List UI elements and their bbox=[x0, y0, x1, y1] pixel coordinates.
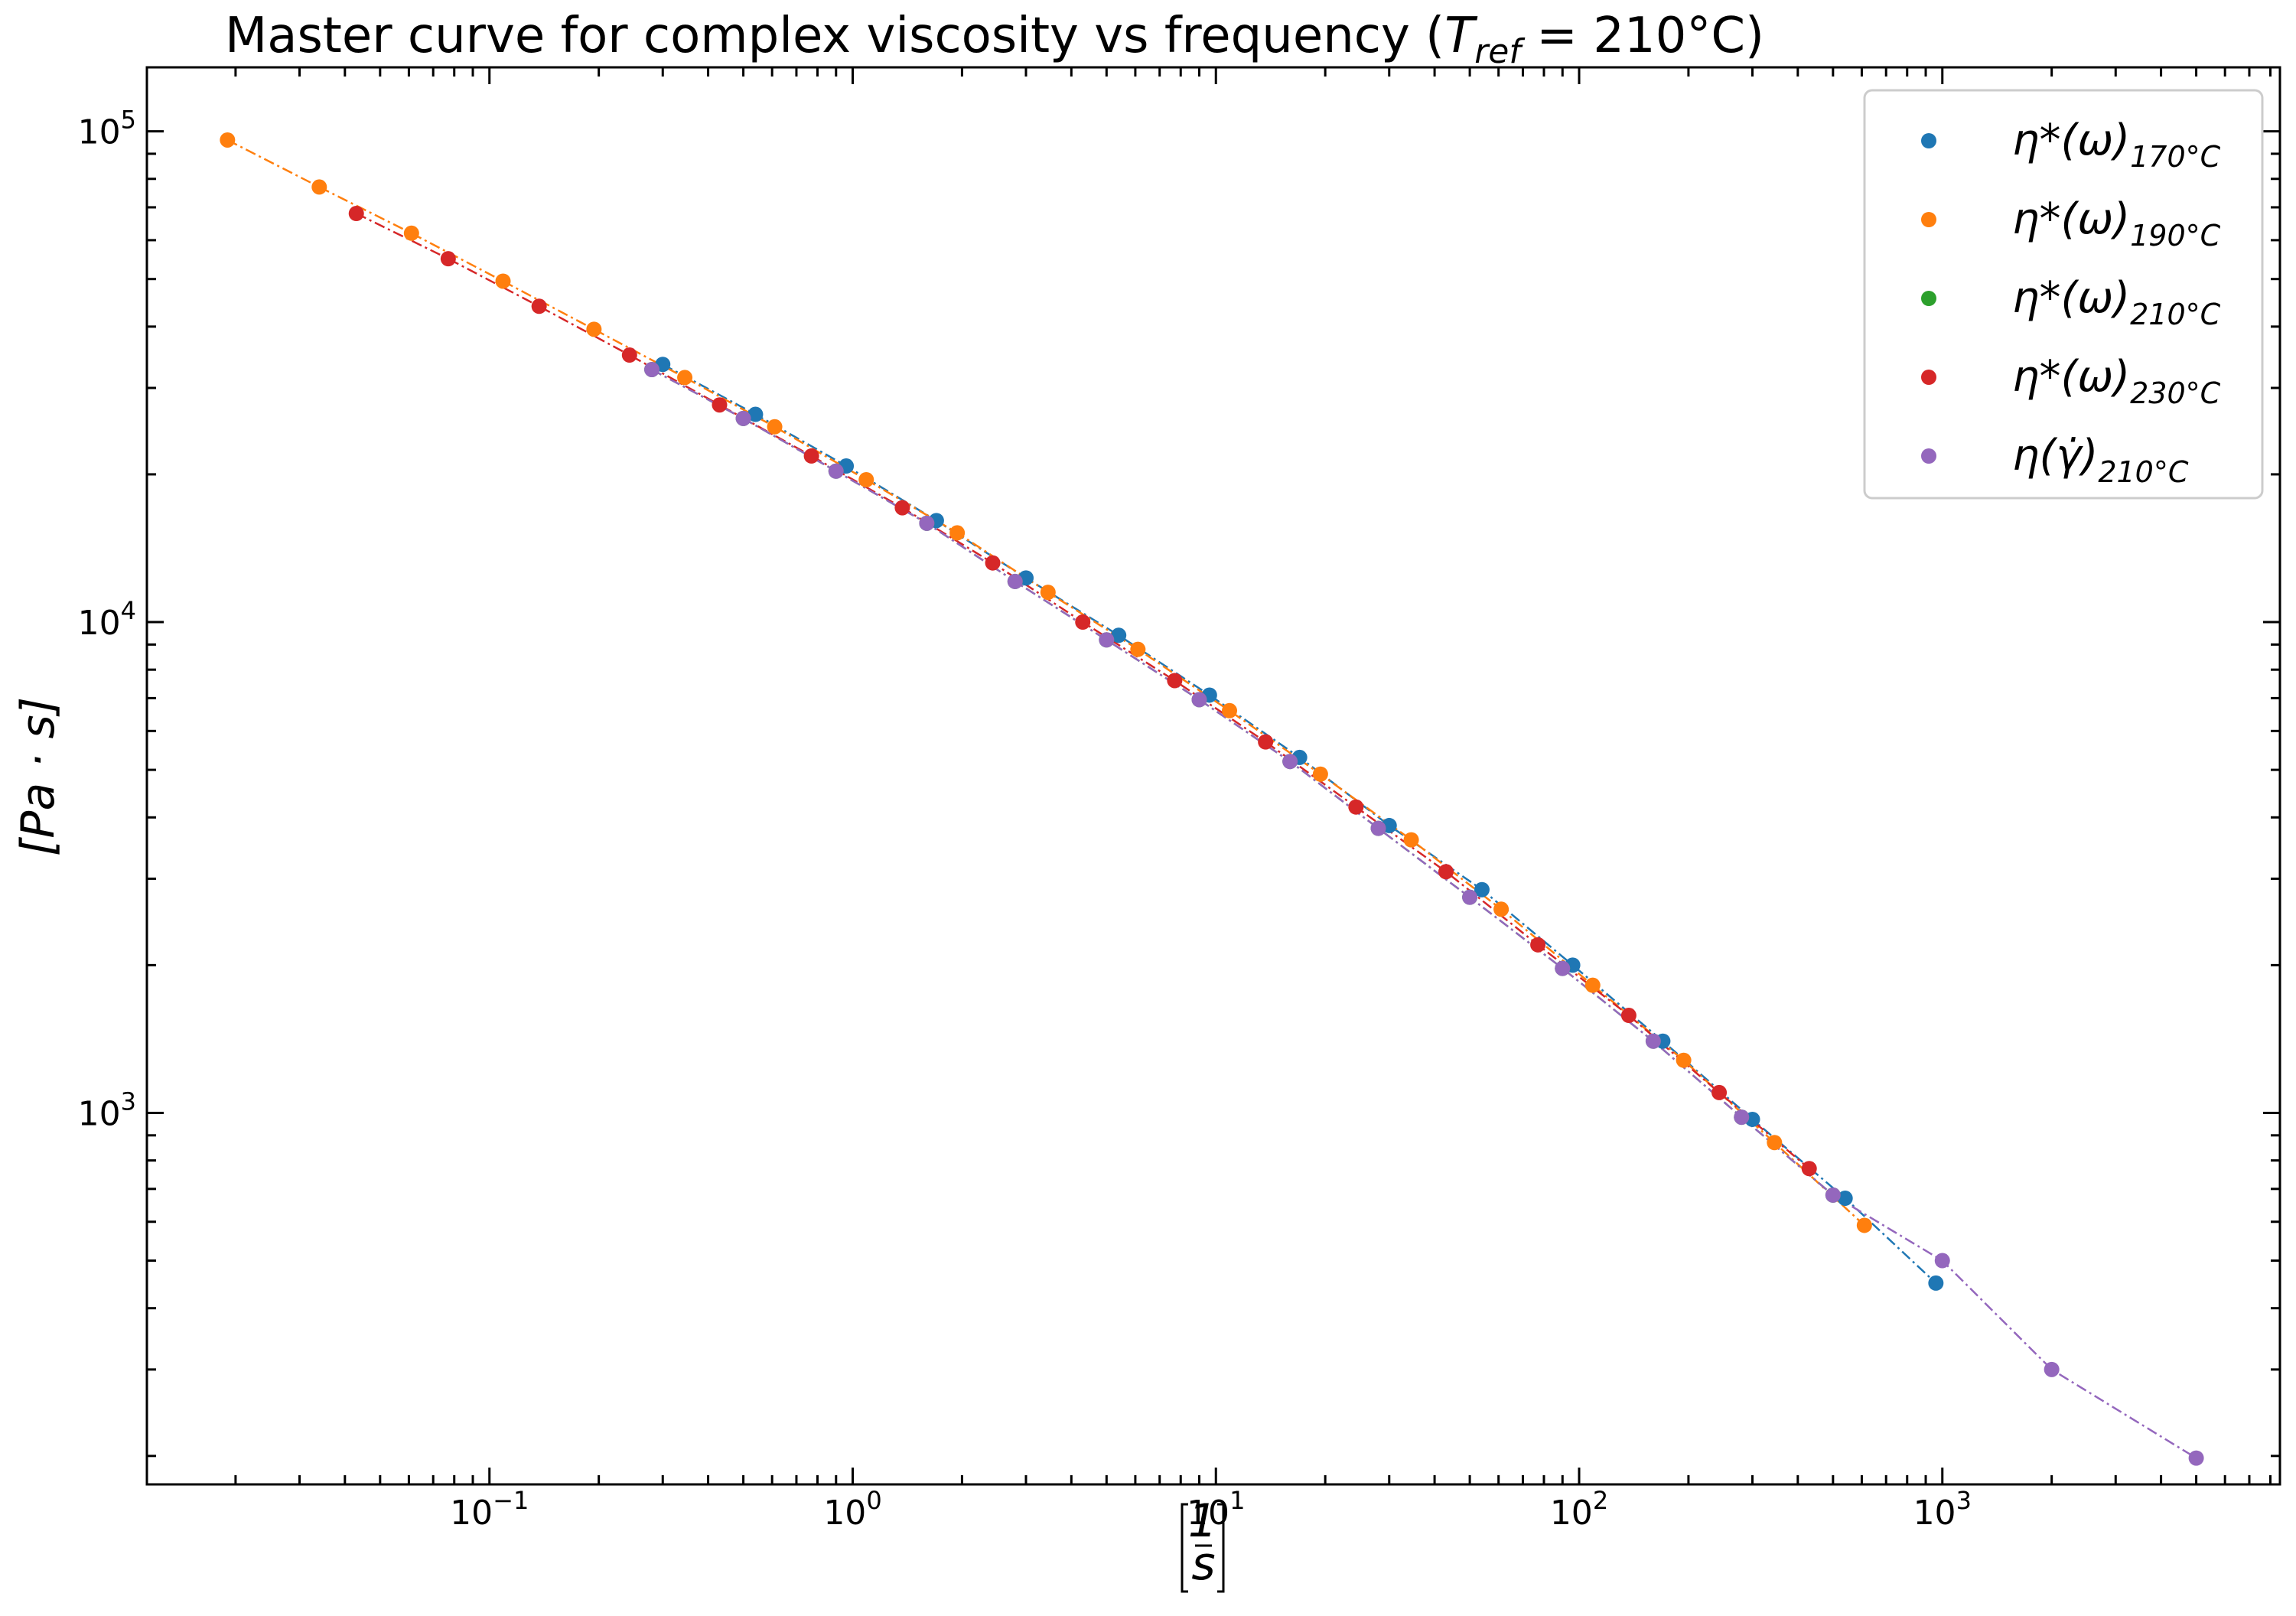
data-point-series-1 bbox=[949, 525, 966, 541]
x-tick-label: 102 bbox=[1550, 1486, 1608, 1533]
data-point-series-3 bbox=[348, 206, 364, 222]
data-point-series-4 bbox=[2044, 1361, 2060, 1377]
data-point-series-1 bbox=[403, 225, 419, 241]
data-point-series-3 bbox=[1438, 864, 1454, 880]
data-point-series-3 bbox=[1348, 799, 1364, 815]
data-point-series-3 bbox=[712, 397, 728, 413]
title-prefix: Master curve for complex viscosity vs fr… bbox=[225, 8, 1444, 64]
data-point-series-4 bbox=[1370, 820, 1386, 836]
data-point-series-1 bbox=[586, 321, 602, 337]
data-point-series-4 bbox=[1282, 754, 1298, 770]
x-tick-label: 10−1 bbox=[450, 1486, 529, 1533]
data-point-series-0 bbox=[1837, 1191, 1853, 1207]
data-point-series-4 bbox=[1191, 692, 1207, 708]
data-point-series-1 bbox=[1676, 1052, 1692, 1068]
series-points bbox=[220, 132, 2204, 1466]
chart-title: Master curve for complex viscosity vs fr… bbox=[225, 8, 1764, 71]
data-point-series-3 bbox=[1711, 1084, 1728, 1100]
y-tick-label: 105 bbox=[78, 106, 136, 152]
y-tick-label: 104 bbox=[78, 596, 136, 643]
legend-marker bbox=[1921, 133, 1936, 148]
legend-marker bbox=[1921, 370, 1936, 385]
data-point-series-3 bbox=[1075, 614, 1091, 630]
data-point-series-3 bbox=[803, 448, 819, 464]
legend-label: η*(ω)170°C bbox=[2012, 116, 2221, 174]
legend-label: η*(ω)190°C bbox=[2012, 194, 2221, 252]
data-point-series-4 bbox=[1555, 960, 1571, 976]
data-point-series-3 bbox=[894, 500, 910, 516]
data-point-series-3 bbox=[531, 298, 547, 314]
data-point-series-4 bbox=[1645, 1033, 1661, 1049]
data-point-series-1 bbox=[1767, 1135, 1783, 1151]
data-point-series-1 bbox=[311, 179, 327, 195]
svg-text:1: 1 bbox=[1188, 1494, 1217, 1548]
data-point-series-1 bbox=[1403, 832, 1419, 848]
data-point-series-4 bbox=[828, 463, 844, 479]
data-point-series-1 bbox=[1584, 977, 1601, 993]
data-point-series-1 bbox=[1493, 901, 1509, 917]
data-point-series-3 bbox=[440, 251, 456, 267]
legend-frame bbox=[1863, 89, 2264, 500]
data-point-series-4 bbox=[919, 515, 935, 531]
title-suffix: = 210°C) bbox=[1521, 8, 1764, 64]
data-point-series-3 bbox=[1620, 1008, 1637, 1024]
data-point-series-1 bbox=[767, 419, 783, 435]
x-tick-label: 103 bbox=[1913, 1486, 1972, 1533]
data-point-series-1 bbox=[858, 471, 874, 487]
legend: η*(ω)170°C η*(ω)190°C η*(ω)210°C η*(ω)230°C… bbox=[1863, 89, 2264, 500]
data-point-series-3 bbox=[1258, 734, 1274, 750]
data-point-series-1 bbox=[1312, 766, 1328, 782]
data-point-series-4 bbox=[644, 361, 660, 377]
data-point-series-1 bbox=[1040, 585, 1056, 601]
data-point-series-4 bbox=[1007, 573, 1023, 589]
data-point-series-1 bbox=[220, 132, 236, 148]
legend-label: η*(ω)210°C bbox=[2012, 273, 2221, 331]
x-tick-label: 100 bbox=[823, 1486, 881, 1533]
data-point-series-4 bbox=[1825, 1187, 1841, 1203]
data-point-series-0 bbox=[747, 406, 764, 422]
data-point-series-0 bbox=[1928, 1275, 1944, 1291]
data-point-series-4 bbox=[2188, 1450, 2204, 1466]
data-point-series-0 bbox=[1474, 881, 1490, 898]
y-tick-labels: 103 104 105 bbox=[78, 106, 136, 1134]
data-point-series-1 bbox=[1222, 702, 1238, 718]
svg-text:s: s bbox=[1191, 1537, 1215, 1591]
axis-ticks bbox=[147, 67, 2280, 1484]
data-point-series-1 bbox=[1856, 1217, 1872, 1233]
legend-marker bbox=[1921, 212, 1936, 227]
data-point-series-3 bbox=[621, 347, 637, 363]
data-point-series-3 bbox=[1801, 1161, 1817, 1177]
data-point-series-4 bbox=[1099, 632, 1115, 648]
legend-label: η(γ̇)210°C bbox=[2012, 431, 2189, 489]
data-point-series-4 bbox=[735, 410, 751, 426]
title-subscript: ref bbox=[1474, 32, 1526, 71]
data-point-series-3 bbox=[985, 555, 1001, 571]
data-point-series-4 bbox=[1734, 1109, 1750, 1126]
y-axis-label: [Pa · s] bbox=[11, 697, 65, 856]
plot-area bbox=[145, 66, 2281, 1486]
data-point-series-1 bbox=[677, 370, 693, 386]
legend-marker bbox=[1921, 291, 1936, 306]
data-point-series-4 bbox=[1462, 889, 1478, 905]
data-point-series-3 bbox=[1530, 937, 1546, 953]
data-point-series-0 bbox=[1111, 627, 1127, 643]
data-point-series-1 bbox=[1130, 641, 1146, 657]
data-point-series-1 bbox=[495, 273, 511, 289]
x-axis-label: 1 s bbox=[1181, 1494, 1225, 1593]
y-tick-label: 103 bbox=[78, 1087, 136, 1133]
legend-label: η*(ω)230°C bbox=[2012, 352, 2221, 410]
data-point-series-3 bbox=[1167, 673, 1183, 689]
data-point-series-4 bbox=[1934, 1253, 1950, 1269]
legend-marker bbox=[1921, 448, 1936, 464]
title-symbol: T bbox=[1444, 8, 1478, 64]
